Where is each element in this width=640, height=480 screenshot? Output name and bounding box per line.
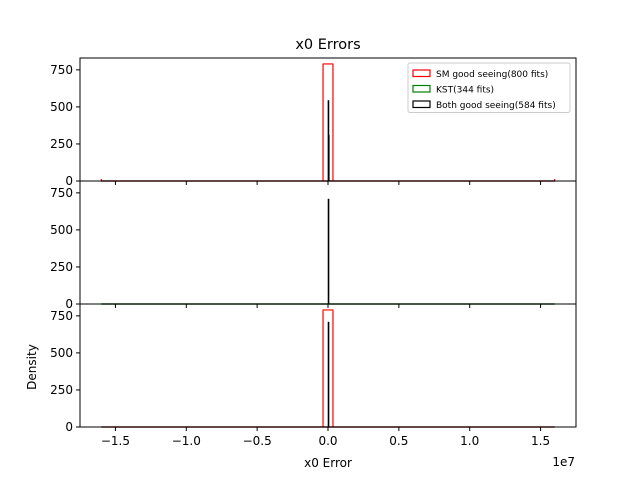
y-tick-label: 0 [65,420,73,434]
y-tick-label: 500 [50,346,73,360]
x-axis-label: x0 Error [304,456,352,470]
series-middle-1 [101,198,555,305]
legend: SM good seeing(800 fits) KST(344 fits) Bot… [407,62,571,113]
panel-bottom: 0 250 500 750 −1.5 −1.0 −0.5 0.0 0.5 1.0 1.5 [50,303,577,448]
y-tick-label: 250 [50,260,73,274]
histogram-step [322,309,334,427]
panel-middle: 0 250 500 750 [50,180,577,311]
histogram-bar [327,198,330,304]
x-tick-label: 1.5 [531,434,550,448]
y-tick-label: 250 [50,383,73,397]
x-tick-label: −1.0 [172,434,201,448]
y-axis-label: Density [25,344,39,390]
legend-swatch [412,84,431,93]
y-tick-label: 750 [50,309,73,323]
legend-label: KST(344 fits) [436,86,494,96]
series-bottom-1 [101,321,555,428]
legend-swatch [412,69,431,78]
histogram-step [322,63,334,181]
y-tick-label: 500 [50,223,73,237]
x-tick-label: −1.5 [101,434,130,448]
legend-box [407,62,571,113]
legend-swatch [412,100,431,109]
x-tick-label: 0.5 [389,434,408,448]
y-tick-label: 500 [50,100,73,114]
y-tick-label: 0 [65,174,73,188]
legend-label: SM good seeing(800 fits) [436,70,548,80]
y-tick-label: 250 [50,137,73,151]
x-tick-label: 0.0 [318,434,337,448]
y-tick-label: 0 [65,297,73,311]
x-tick-label: 1.0 [460,434,479,448]
y-tick-label: 750 [50,63,73,77]
x-tick-label: −0.5 [243,434,272,448]
chart-title: x0 Errors [295,37,360,53]
y-tick-label: 750 [50,186,73,200]
histogram-bar [327,321,330,427]
histogram-bar [328,135,330,181]
legend-label: Both good seeing(584 fits) [436,101,556,111]
x-axis-offset-label: 1e7 [552,455,575,469]
